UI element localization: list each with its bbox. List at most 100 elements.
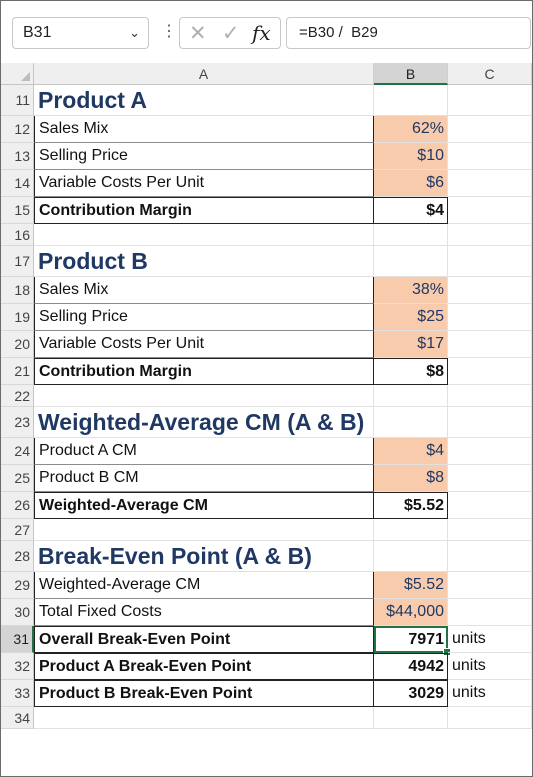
cell-c15[interactable] [448, 197, 532, 224]
row-header[interactable]: 12 [1, 116, 34, 143]
cell-b12[interactable]: 62% [374, 116, 448, 143]
cell-b28[interactable] [374, 541, 448, 572]
cell-c22[interactable] [448, 385, 532, 407]
select-all-corner[interactable] [1, 63, 34, 85]
cell-a16[interactable] [34, 224, 374, 246]
row-header[interactable]: 22 [1, 385, 34, 407]
cell-c31[interactable]: units [448, 626, 532, 653]
cell-a31[interactable]: Overall Break-Even Point [34, 626, 374, 653]
cell-a27[interactable] [34, 519, 374, 541]
chevron-down-icon[interactable]: ⌄ [129, 25, 140, 40]
row-header[interactable]: 18 [1, 277, 34, 304]
cell-a15[interactable]: Contribution Margin [34, 197, 374, 224]
row-header[interactable]: 16 [1, 224, 34, 246]
cell-b15[interactable]: $4 [374, 197, 448, 224]
row-header[interactable]: 17 [1, 246, 34, 277]
cell-a22[interactable] [34, 385, 374, 407]
cell-b29[interactable]: $5.52 [374, 572, 448, 599]
cell-c20[interactable] [448, 331, 532, 358]
row-header[interactable]: 26 [1, 492, 34, 519]
cell-b18[interactable]: 38% [374, 277, 448, 304]
row-header[interactable]: 20 [1, 331, 34, 358]
cell-c19[interactable] [448, 304, 532, 331]
cell-c23[interactable] [448, 407, 532, 438]
cell-c33[interactable]: units [448, 680, 532, 707]
row-header[interactable]: 29 [1, 572, 34, 599]
cell-c24[interactable] [448, 438, 532, 465]
cell-b31[interactable]: 7971 [374, 626, 451, 656]
formula-input[interactable]: =B30 / B29 [286, 17, 531, 49]
cell-b14[interactable]: $6 [374, 170, 448, 197]
cell-b33[interactable]: 3029 [374, 680, 448, 707]
cell-c34[interactable] [448, 707, 532, 729]
cell-a33[interactable]: Product B Break-Even Point [34, 680, 374, 707]
cell-a18[interactable]: Sales Mix [34, 277, 374, 304]
cell-a12[interactable]: Sales Mix [34, 116, 374, 143]
cell-a19[interactable]: Selling Price [34, 304, 374, 331]
cell-a21[interactable]: Contribution Margin [34, 358, 374, 385]
cell-b26[interactable]: $5.52 [374, 492, 448, 519]
cell-c16[interactable] [448, 224, 532, 246]
name-box[interactable]: B31 ⌄ [12, 17, 149, 49]
cell-a13[interactable]: Selling Price [34, 143, 374, 170]
cell-a14[interactable]: Variable Costs Per Unit [34, 170, 374, 197]
cell-c14[interactable] [448, 170, 532, 197]
cell-b30[interactable]: $44,000 [374, 599, 448, 626]
cell-a30[interactable]: Total Fixed Costs [34, 599, 374, 626]
cell-b17[interactable] [374, 246, 448, 277]
cell-c17[interactable] [448, 246, 532, 277]
row-header[interactable]: 27 [1, 519, 34, 541]
cell-c27[interactable] [448, 519, 532, 541]
cell-a23[interactable]: Weighted-Average CM (A & B) [34, 407, 374, 438]
cell-a29[interactable]: Weighted-Average CM [34, 572, 374, 599]
cell-a17[interactable]: Product B [34, 246, 374, 277]
cell-c26[interactable] [448, 492, 532, 519]
cell-c29[interactable] [448, 572, 532, 599]
cell-a26[interactable]: Weighted-Average CM [34, 492, 374, 519]
cell-b32[interactable]: 4942 [374, 653, 448, 680]
row-header[interactable]: 14 [1, 170, 34, 197]
row-header[interactable]: 25 [1, 465, 34, 492]
cell-b19[interactable]: $25 [374, 304, 448, 331]
cell-c25[interactable] [448, 465, 532, 492]
insert-function-icon[interactable]: fx [252, 21, 271, 45]
row-header[interactable]: 33 [1, 680, 34, 707]
row-header[interactable]: 11 [1, 85, 34, 116]
cell-b21[interactable]: $8 [374, 358, 448, 385]
row-header[interactable]: 24 [1, 438, 34, 465]
enter-check-icon[interactable]: ✓ [222, 22, 240, 45]
column-header-b[interactable]: B [374, 63, 448, 85]
cell-a20[interactable]: Variable Costs Per Unit [34, 331, 374, 358]
cell-b11[interactable] [374, 85, 448, 116]
cell-b13[interactable]: $10 [374, 143, 448, 170]
cell-a11[interactable]: Product A [34, 85, 374, 116]
row-header[interactable]: 32 [1, 653, 34, 680]
column-header-c[interactable]: C [448, 63, 532, 85]
row-header[interactable]: 19 [1, 304, 34, 331]
row-header[interactable]: 31 [1, 626, 34, 653]
cell-a34[interactable] [34, 707, 374, 729]
cell-b16[interactable] [374, 224, 448, 246]
cell-c12[interactable] [448, 116, 532, 143]
cell-a32[interactable]: Product A Break-Even Point [34, 653, 374, 680]
row-header[interactable]: 34 [1, 707, 34, 729]
row-header[interactable]: 23 [1, 407, 34, 438]
cell-b25[interactable]: $8 [374, 465, 448, 492]
cell-c28[interactable] [448, 541, 532, 572]
cell-c13[interactable] [448, 143, 532, 170]
row-header[interactable]: 21 [1, 358, 34, 385]
cell-a28[interactable]: Break-Even Point (A & B) [34, 541, 374, 572]
row-header[interactable]: 15 [1, 197, 34, 224]
cell-c30[interactable] [448, 599, 532, 626]
cell-c32[interactable]: units [448, 653, 532, 680]
cell-b34[interactable] [374, 707, 448, 729]
row-header[interactable]: 13 [1, 143, 34, 170]
cell-a25[interactable]: Product B CM [34, 465, 374, 492]
cell-c21[interactable] [448, 358, 532, 385]
cell-b20[interactable]: $17 [374, 331, 448, 358]
cell-b27[interactable] [374, 519, 448, 541]
cell-a24[interactable]: Product A CM [34, 438, 374, 465]
cancel-icon[interactable]: ✕ [189, 22, 207, 45]
column-header-a[interactable]: A [34, 63, 374, 85]
more-options-icon[interactable]: ⋮ [161, 23, 177, 40]
